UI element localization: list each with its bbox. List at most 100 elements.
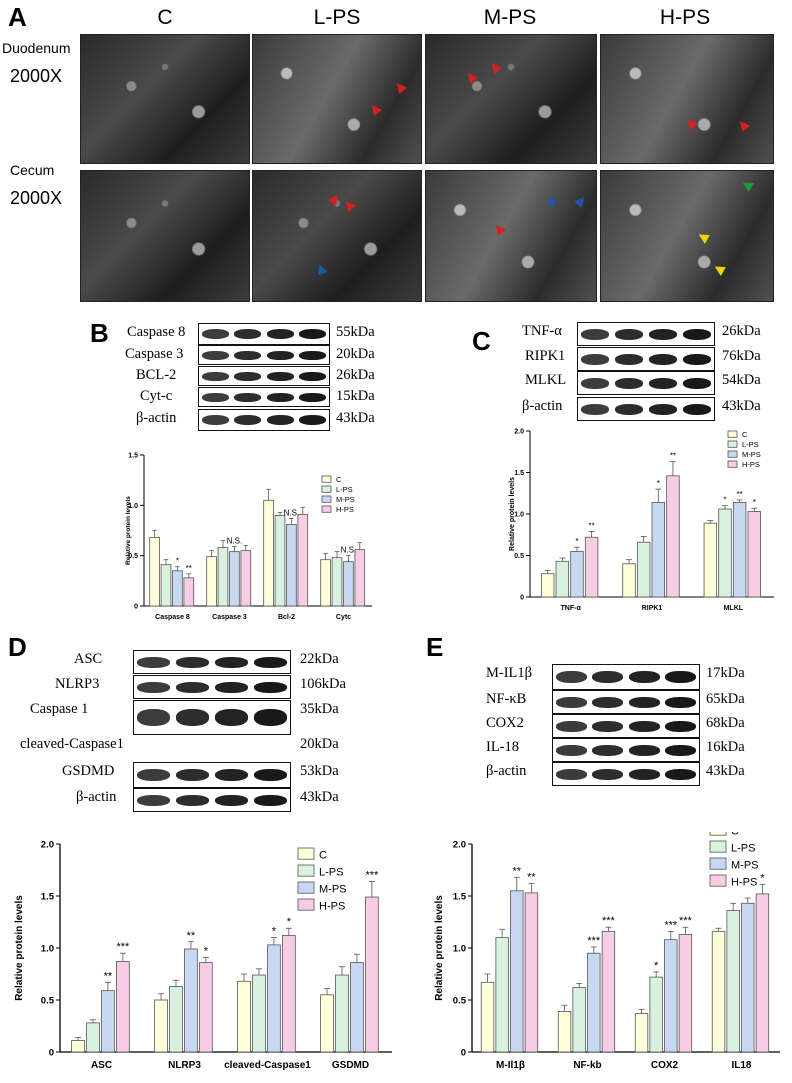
blot-band [254, 681, 287, 693]
blot-strip [133, 762, 291, 788]
tem-image-duodenum-c [80, 34, 250, 164]
blot-band [614, 377, 644, 389]
blot-band [648, 377, 678, 389]
legend-label: H-PS [731, 876, 757, 888]
blot-kda: 20kDa [336, 346, 375, 362]
significance-label: ** [737, 490, 743, 499]
significance-label: *** [587, 935, 601, 947]
legend-label: M-PS [319, 883, 347, 895]
tem-image-duodenum-l-ps [252, 34, 422, 164]
blot-band [254, 709, 287, 726]
legend-label: H-PS [319, 900, 345, 912]
panel-d-letter: D [8, 632, 27, 662]
bar [703, 522, 718, 598]
blot-label: TNF-α [522, 323, 562, 339]
y-tick-label: 0 [520, 594, 524, 601]
blot-label: BCL-2 [136, 367, 177, 383]
bar-chart-d: 0 0.5 1.0 1.5 2.0 Relative protein levels ASC N… [14, 839, 392, 1071]
x-tick-label: GSDMD [332, 1060, 369, 1071]
y-tick-label: 2.0 [41, 839, 54, 850]
bar [149, 537, 160, 607]
bar [286, 524, 297, 607]
blot-band [628, 720, 660, 732]
y-axis-label: Relative protein levels [434, 895, 445, 1001]
significance-label: ** [186, 564, 192, 573]
bar [651, 501, 665, 598]
blot-band [215, 709, 248, 726]
blot-band [614, 403, 644, 415]
legend-swatch [321, 485, 332, 493]
column-header-m-ps: M-PS [483, 6, 537, 29]
bar [354, 549, 366, 607]
blot-band [266, 392, 294, 402]
legend-label: L-PS [319, 866, 343, 878]
significance-label: * [657, 479, 660, 488]
bar [741, 902, 755, 1053]
blot-kda: 20kDa [300, 736, 339, 752]
blot-band [592, 696, 624, 708]
legend-label: L-PS [731, 842, 755, 854]
blot-label: β-actin [486, 763, 527, 779]
y-tick-label: 1.5 [41, 891, 55, 902]
bar [331, 557, 343, 607]
bar [711, 930, 726, 1053]
blot-band [299, 350, 327, 360]
bar [229, 551, 240, 607]
blot-band [628, 671, 660, 683]
legend-label: M-PS [336, 495, 355, 504]
x-tick-label: M-Il1β [496, 1060, 525, 1071]
bar [252, 974, 266, 1053]
blot-band [299, 415, 327, 425]
blot-kda: 35kDa [300, 701, 339, 717]
bar [678, 934, 693, 1053]
blot-strip [133, 788, 291, 812]
blot-label: Caspase 8 [127, 324, 186, 340]
bar [726, 910, 740, 1053]
blot-band [299, 392, 327, 402]
blot-label: ASC [74, 651, 103, 667]
row-label-cecum: Cecum [10, 162, 55, 178]
significance-label: * [654, 960, 659, 972]
blot-strip [198, 366, 330, 386]
significance-label: ** [670, 452, 676, 461]
bar [160, 564, 172, 607]
blot-strip [198, 387, 330, 407]
blot-label: Cyt-c [140, 388, 173, 404]
y-tick-label: 1.0 [514, 511, 524, 518]
blot-label: MLKL [525, 372, 567, 388]
blot-label: COX2 [486, 715, 524, 731]
y-tick-label: 2.0 [514, 428, 524, 435]
legend-swatch [321, 475, 332, 483]
column-header-h-ps: H-PS [659, 6, 711, 29]
significance-label: *** [664, 919, 678, 931]
blot-strip [552, 664, 700, 690]
y-tick-label: 1.0 [128, 503, 138, 510]
bar [71, 1040, 85, 1053]
significance-label: ** [527, 872, 536, 884]
blot-band [682, 403, 712, 415]
blot-band [176, 709, 209, 726]
blot-label: M-IL1β [486, 665, 533, 681]
y-tick-label: 0.5 [453, 995, 467, 1006]
row-magnification-cecum: 2000X [10, 188, 63, 208]
blot-band [665, 696, 697, 708]
x-tick-label: Caspase 3 [212, 614, 247, 621]
blot-kda: 76kDa [722, 348, 761, 364]
tem-image-cecum-m-ps [425, 170, 597, 302]
legend-label: C [319, 849, 327, 861]
blot-band [266, 350, 294, 360]
tem-image-duodenum-h-ps [600, 34, 774, 164]
blot-band [201, 371, 229, 381]
blot-band [555, 744, 587, 756]
x-tick-label: Cytc [336, 614, 351, 621]
significance-label: *** [602, 915, 616, 927]
blot-strip [552, 690, 700, 714]
blot-kda: 68kDa [706, 715, 745, 731]
blot-kda: 26kDa [722, 323, 761, 339]
bar [732, 501, 747, 598]
y-tick-label: 1.5 [453, 891, 467, 902]
legend-swatch [709, 857, 727, 870]
bar [584, 536, 599, 598]
legend-label: H-PS [336, 505, 354, 514]
blot-label: cleaved-Caspase1 [20, 736, 124, 752]
